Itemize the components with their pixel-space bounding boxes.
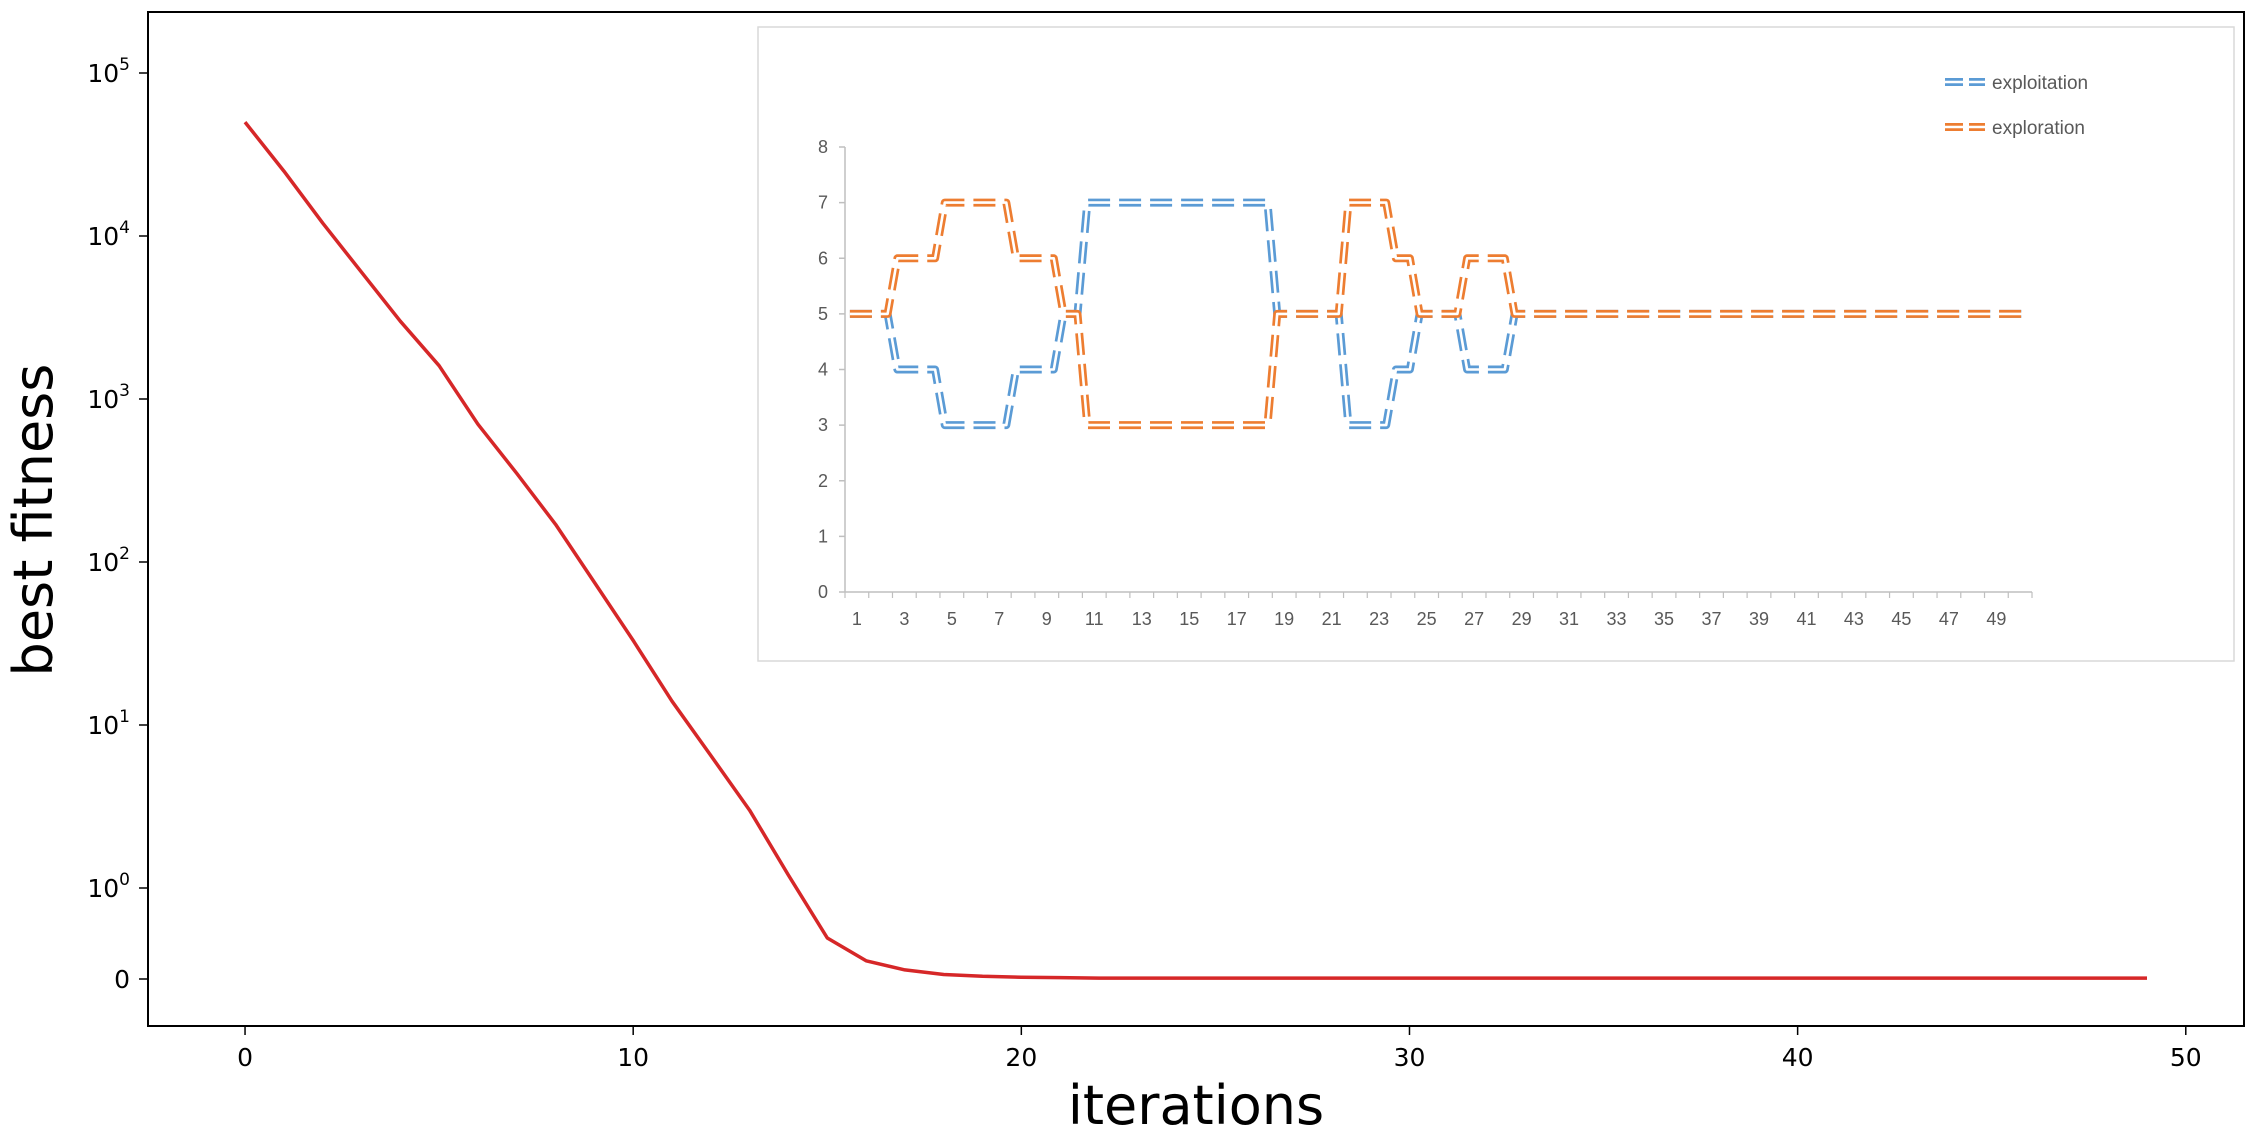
y-axis-label: best fitness <box>2 364 65 677</box>
x-tick-label: 20 <box>1005 1043 1037 1072</box>
y-tick-label: 104 <box>87 218 130 251</box>
x-tick-label: 0 <box>237 1043 253 1072</box>
x-tick-label: 30 <box>1394 1043 1426 1072</box>
y-tick-label: 101 <box>87 707 130 740</box>
y-tick-label: 0 <box>114 965 130 994</box>
y-tick-label: 105 <box>87 55 130 88</box>
inset-x-tick-label: 39 <box>1749 609 1769 629</box>
main-x-axis: 0 10 20 30 40 50 <box>237 1026 2202 1072</box>
inset-y-tick-label: 4 <box>818 360 828 380</box>
inset-y-tick-label: 1 <box>818 526 828 546</box>
main-plot-frame <box>147 11 2245 1027</box>
x-tick-label: 50 <box>2170 1043 2202 1072</box>
inset-x-tick-label: 15 <box>1179 609 1199 629</box>
inset-x-tick-label: 3 <box>899 609 909 629</box>
inset-x-tick-label: 49 <box>1986 609 2006 629</box>
inset-frame <box>757 26 2235 662</box>
inset-y-tick-label: 0 <box>818 582 828 602</box>
inset-x-tick-label: 9 <box>1042 609 1052 629</box>
inset-y-tick-label: 7 <box>818 193 828 213</box>
inset-x-tick-label: 13 <box>1132 609 1152 629</box>
inset-series-line-inner-exploration <box>849 201 2028 427</box>
inset-x-tick-label: 41 <box>1796 609 1816 629</box>
legend-label-exploration: exploration <box>1992 118 2085 139</box>
inset-x-tick-label: 31 <box>1559 609 1579 629</box>
inset-x-tick-label: 23 <box>1369 609 1389 629</box>
x-tick-label: 40 <box>1782 1043 1814 1072</box>
inset-x-tick-label: 45 <box>1891 609 1911 629</box>
inset-x-tick-label: 11 <box>1085 609 1104 629</box>
inset-series-layer <box>849 198 2028 430</box>
inset-x-tick-label: 19 <box>1274 609 1294 629</box>
inset-x-tick-label: 21 <box>1322 609 1342 629</box>
legend-label-exploitation: exploitation <box>1992 73 2088 94</box>
x-tick-label: 10 <box>617 1043 649 1072</box>
y-tick-label: 100 <box>87 870 130 903</box>
inset-y-tick-label: 2 <box>818 471 828 491</box>
inset-y-tick-label: 5 <box>818 304 828 324</box>
inset-legend: exploitation exploration <box>1945 73 2088 139</box>
best-fitness-line <box>243 121 2147 980</box>
inset-x-tick-label: 29 <box>1512 609 1532 629</box>
inset-y-tick-label: 3 <box>818 415 828 435</box>
main-series-layer <box>243 121 2147 980</box>
inset-x-tick-label: 17 <box>1227 609 1247 629</box>
y-tick-label: 103 <box>87 381 130 414</box>
inset-x-tick-label: 33 <box>1607 609 1627 629</box>
x-axis-label: iterations <box>1068 1074 1324 1134</box>
inset-x-tick-label: 5 <box>947 609 957 629</box>
inset-x-tick-label: 7 <box>994 609 1004 629</box>
inset-y-tick-label: 8 <box>818 137 828 157</box>
inset-x-tick-label: 25 <box>1417 609 1437 629</box>
inset-x-tick-label: 43 <box>1844 609 1864 629</box>
inset-x-tick-label: 37 <box>1701 609 1721 629</box>
inset-x-tick-label: 47 <box>1939 609 1959 629</box>
inset-y-tick-label: 6 <box>818 248 828 268</box>
y-tick-label: 102 <box>87 544 130 577</box>
inset-x-tick-label: 35 <box>1654 609 1674 629</box>
main-y-axis: 0 100 101 102 103 104 105 <box>87 55 148 994</box>
inset-x-tick-label: 1 <box>852 609 862 629</box>
inset-x-tick-label: 27 <box>1464 609 1484 629</box>
